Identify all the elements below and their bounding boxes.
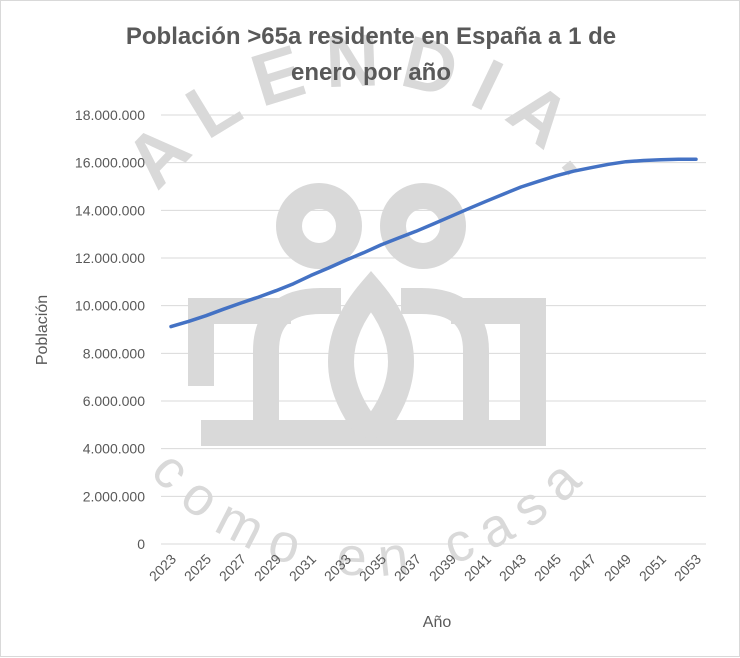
- y-axis-ticks: 0 2.000.000 4.000.000 6.000.000 8.000.000 10.…: [75, 107, 145, 552]
- y-axis-title: Población: [34, 295, 51, 365]
- y-tick-label: 10.000.000: [75, 298, 145, 314]
- series-lines: [169, 157, 698, 329]
- x-tick-label: 2053: [671, 551, 704, 584]
- y-tick-label: 0: [137, 536, 145, 552]
- watermark-house-icon: [188, 183, 546, 446]
- y-tick-label: 12.000.000: [75, 250, 145, 266]
- chart-title-line-1: Población >65a residente en España a 1 d…: [125, 23, 617, 50]
- x-tick-label: 2033: [321, 551, 354, 584]
- x-tick-label: 2035: [356, 551, 389, 584]
- y-tick-label: 8.000.000: [83, 345, 145, 361]
- y-tick-label: 2.000.000: [83, 488, 145, 504]
- x-tick-label: 2049: [601, 551, 634, 584]
- y-tick-label: 16.000.000: [75, 155, 145, 171]
- x-axis-title: Año: [423, 614, 452, 631]
- x-tick-label: 2029: [251, 551, 284, 584]
- x-tick-label: 2031: [286, 551, 319, 584]
- series-line-0: [169, 157, 698, 329]
- x-tick-label: 2041: [461, 551, 494, 584]
- x-tick-label: 2045: [531, 551, 564, 584]
- y-tick-label: 4.000.000: [83, 441, 145, 457]
- x-tick-label: 2025: [181, 551, 214, 584]
- x-tick-label: 2023: [146, 551, 179, 584]
- y-tick-label: 18.000.000: [75, 107, 145, 123]
- gridlines: [161, 114, 706, 545]
- x-axis-ticks: 2023 2025 2027 2029 2031 2033 2035 2037 2039 2041…: [146, 551, 704, 584]
- x-tick-label: 2047: [566, 551, 599, 584]
- y-tick-label: 14.000.000: [75, 202, 145, 218]
- y-tick-label: 6.000.000: [83, 393, 145, 409]
- x-tick-label: 2039: [426, 551, 459, 584]
- chart-title-line-2: enero por año: [290, 59, 452, 86]
- x-tick-label: 2051: [636, 551, 669, 584]
- x-tick-label: 2043: [496, 551, 529, 584]
- x-tick-label: 2027: [216, 551, 249, 584]
- x-tick-label: 2037: [391, 551, 424, 584]
